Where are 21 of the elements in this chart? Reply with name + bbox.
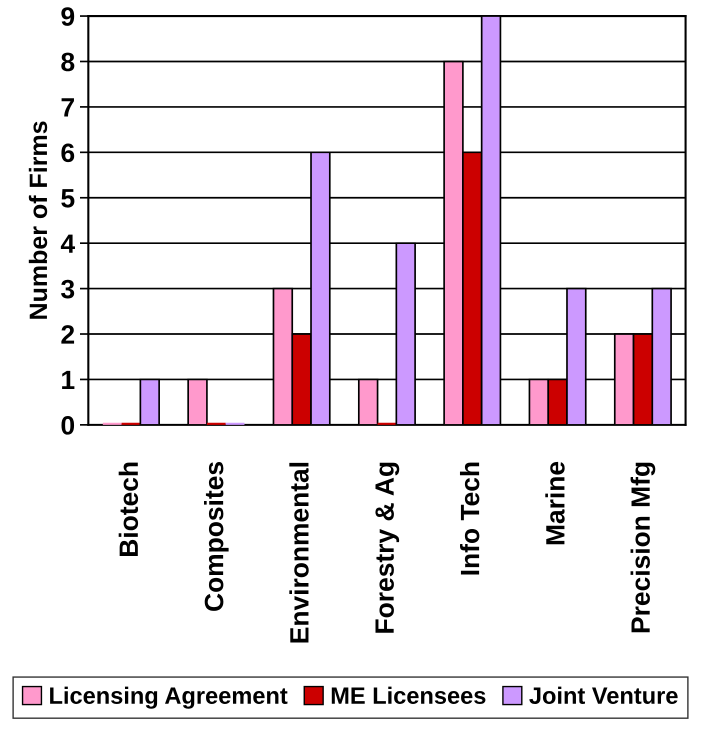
x-tick-label: Forestry & Ag — [375, 462, 400, 633]
y-tick-label: 1 — [62, 370, 74, 389]
x-tick-label: Composites — [204, 462, 229, 611]
legend-label: Licensing Agreement — [50, 686, 288, 709]
y-axis-title: Number of Firms — [28, 121, 48, 319]
x-tick-label: Precision Mfg — [630, 462, 656, 632]
y-tick-label: 5 — [61, 189, 74, 208]
x-tick-label: Environmental — [289, 462, 309, 642]
y-tick-label: 4 — [60, 234, 75, 253]
y-tick-label: 2 — [61, 325, 74, 344]
x-tick-label: Marine — [545, 462, 565, 544]
y-tick-label: 7 — [62, 98, 74, 116]
y-tick-label: 9 — [61, 7, 74, 26]
y-tick-label: 8 — [61, 52, 74, 72]
legend-label: ME Licensees — [332, 686, 486, 704]
legend-label: Joint Venture — [529, 686, 678, 704]
y-tick-label: 3 — [61, 280, 74, 298]
x-tick-label: Biotech — [118, 462, 138, 556]
x-tick-label: Info Tech — [460, 462, 480, 575]
y-tick-label: 0 — [62, 416, 74, 435]
y-tick-label: 6 — [61, 143, 74, 162]
